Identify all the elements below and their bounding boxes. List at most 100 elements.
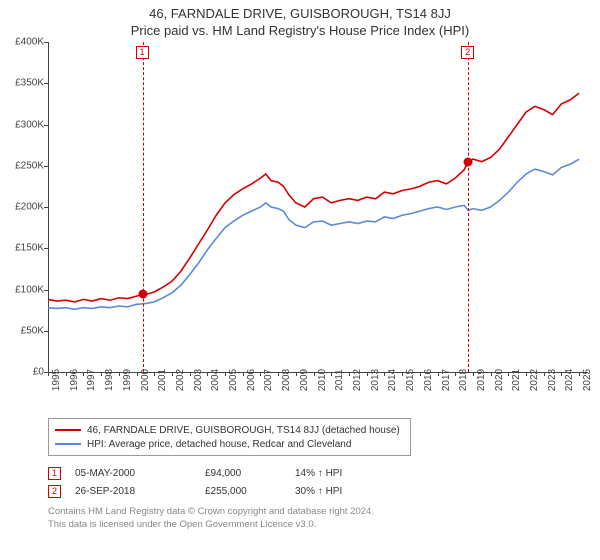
x-tick-label: 2000 [140,369,151,391]
x-tick [137,372,138,376]
x-tick-label: 1999 [122,369,133,391]
x-tick-label: 2004 [210,369,221,391]
x-tick-label: 2007 [263,369,274,391]
legend-swatch [55,443,81,445]
x-tick [207,372,208,376]
x-tick-label: 2024 [564,369,575,391]
event-date: 26-SEP-2018 [75,486,205,497]
page-title: 46, FARNDALE DRIVE, GUISBOROUGH, TS14 8J… [0,0,600,21]
x-tick [473,372,474,376]
event-row-marker: 2 [48,485,61,498]
legend-box: 46, FARNDALE DRIVE, GUISBOROUGH, TS14 8J… [48,418,411,456]
x-tick [367,372,368,376]
event-vline [143,42,144,372]
x-tick [438,372,439,376]
event-dot [464,157,473,166]
y-tick-label: £400K [15,37,44,48]
events-table: 105-MAY-2000£94,00014% ↑ HPI 2 26-SEP-2018… [48,464,600,500]
x-tick [526,372,527,376]
legend-swatch [55,429,81,431]
x-tick [172,372,173,376]
copyright-line-1: Contains HM Land Registry data © Crown c… [48,506,600,519]
event-row: 2 26-SEP-2018£255,00030% ↑ HPI [48,482,600,500]
chart-area: £0£50K£100K£150K£200K£250K£300K£350K£400… [0,42,600,412]
event-pct: 30% ↑ HPI [295,486,342,497]
x-tick [154,372,155,376]
legend-label: 46, FARNDALE DRIVE, GUISBOROUGH, TS14 8J… [87,425,400,436]
x-tick-label: 2018 [458,369,469,391]
x-tick-label: 2014 [387,369,398,391]
event-dot [138,290,147,299]
x-tick [48,372,49,376]
x-tick-label: 2022 [529,369,540,391]
event-pct: 14% ↑ HPI [295,468,342,479]
x-tick [331,372,332,376]
series-line-price_paid [48,93,579,302]
x-tick-label: 1996 [69,369,80,391]
y-tick-label: £150K [15,243,44,254]
y-tick [44,166,48,167]
legend: 46, FARNDALE DRIVE, GUISBOROUGH, TS14 8J… [48,418,588,456]
event-price: £94,000 [205,468,295,479]
y-tick-label: £300K [15,119,44,130]
x-tick-label: 2013 [370,369,381,391]
x-tick [243,372,244,376]
x-tick [83,372,84,376]
y-tick [44,331,48,332]
x-tick [455,372,456,376]
x-tick [561,372,562,376]
y-tick [44,83,48,84]
y-tick [44,290,48,291]
y-tick [44,248,48,249]
x-tick [190,372,191,376]
x-tick [491,372,492,376]
x-tick-label: 1998 [104,369,115,391]
page-subtitle: Price paid vs. HM Land Registry's House … [0,21,600,42]
x-tick-label: 2012 [352,369,363,391]
x-tick-label: 2020 [494,369,505,391]
y-tick-label: £200K [15,202,44,213]
x-tick-label: 1997 [86,369,97,391]
event-marker-box: 2 [461,46,474,59]
y-tick-label: £250K [15,160,44,171]
x-tick [314,372,315,376]
chart-lines [48,42,588,372]
event-price: £255,000 [205,486,295,497]
legend-label: HPI: Average price, detached house, Redc… [87,439,351,450]
x-tick-label: 2008 [281,369,292,391]
x-tick [119,372,120,376]
event-marker-box: 1 [136,46,149,59]
y-tick [44,42,48,43]
copyright-line-2: This data is licensed under the Open Gov… [48,519,600,532]
x-tick [579,372,580,376]
x-tick-label: 2006 [246,369,257,391]
x-tick-label: 2017 [441,369,452,391]
x-tick-label: 2011 [334,369,345,391]
y-tick [44,125,48,126]
event-row: 105-MAY-2000£94,00014% ↑ HPI [48,464,600,482]
y-tick-label: £350K [15,78,44,89]
x-tick-label: 2005 [228,369,239,391]
x-tick [384,372,385,376]
y-tick-label: £100K [15,284,44,295]
x-tick-label: 2023 [547,369,558,391]
x-tick [101,372,102,376]
copyright: Contains HM Land Registry data © Crown c… [48,506,600,532]
x-tick [420,372,421,376]
legend-row: 46, FARNDALE DRIVE, GUISBOROUGH, TS14 8J… [55,423,400,437]
x-tick [260,372,261,376]
x-tick-label: 2003 [193,369,204,391]
x-tick-label: 2002 [175,369,186,391]
x-tick [66,372,67,376]
y-tick-label: £50K [21,325,44,336]
x-tick [402,372,403,376]
legend-row: HPI: Average price, detached house, Redc… [55,437,400,451]
x-tick [296,372,297,376]
x-tick-label: 2009 [299,369,310,391]
y-tick [44,207,48,208]
x-tick-label: 2001 [157,369,168,391]
x-tick-label: 2021 [511,369,522,391]
event-date: 05-MAY-2000 [75,468,205,479]
x-tick-label: 2015 [405,369,416,391]
x-tick-label: 2025 [582,369,593,391]
